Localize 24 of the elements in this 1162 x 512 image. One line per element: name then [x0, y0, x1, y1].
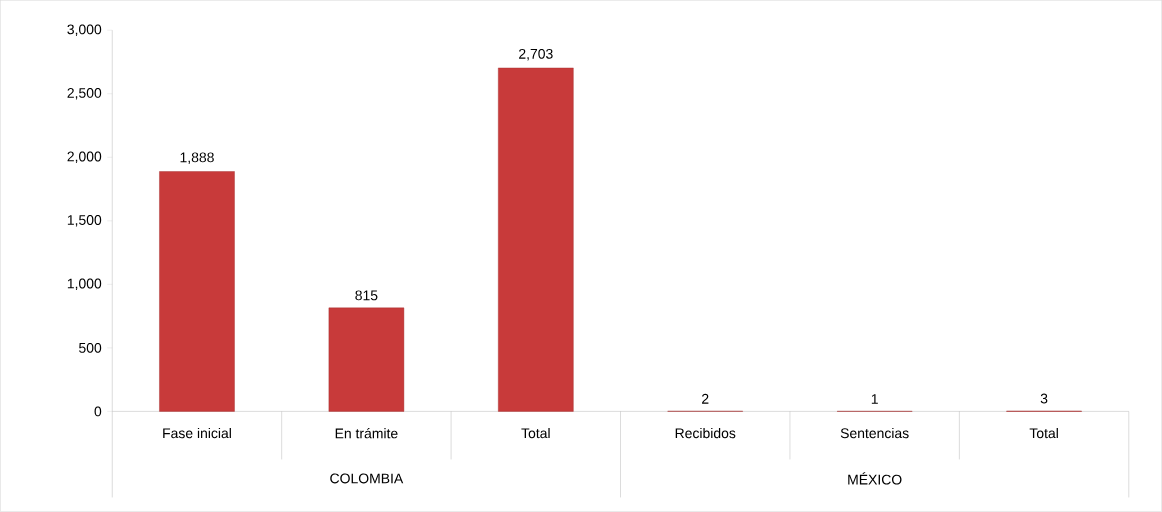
bar — [159, 171, 235, 412]
y-tick-label: 1,000 — [67, 278, 102, 291]
data-label: 2 — [702, 394, 709, 404]
data-label: 3 — [1040, 393, 1048, 404]
x-tick-label: Fase inicial — [163, 428, 231, 439]
y-tick-label: 0 — [94, 406, 102, 417]
y-tick-label: 2,500 — [67, 88, 102, 100]
x-tick-label: Total — [521, 428, 550, 439]
y-tick-label: 1,500 — [67, 215, 102, 227]
y-tick-label: 2,000 — [67, 151, 102, 164]
data-label: 1,888 — [180, 152, 214, 165]
data-label: 2,703 — [519, 49, 553, 61]
data-label: 815 — [355, 290, 378, 301]
x-tick-label: Sentencias — [840, 428, 909, 439]
y-tick-label: 3,000 — [67, 24, 102, 37]
bar — [328, 307, 405, 412]
text: MÉXICO — [848, 472, 902, 485]
bar — [498, 67, 574, 412]
x-tick-label: Recibidos — [675, 428, 736, 439]
text: COLOMBIA — [330, 473, 404, 484]
y-tick-label: 500 — [79, 343, 102, 353]
x-tick-label: En trámite — [335, 428, 398, 439]
data-label: 1 — [871, 394, 878, 404]
x-tick-label: Total — [1029, 428, 1058, 439]
